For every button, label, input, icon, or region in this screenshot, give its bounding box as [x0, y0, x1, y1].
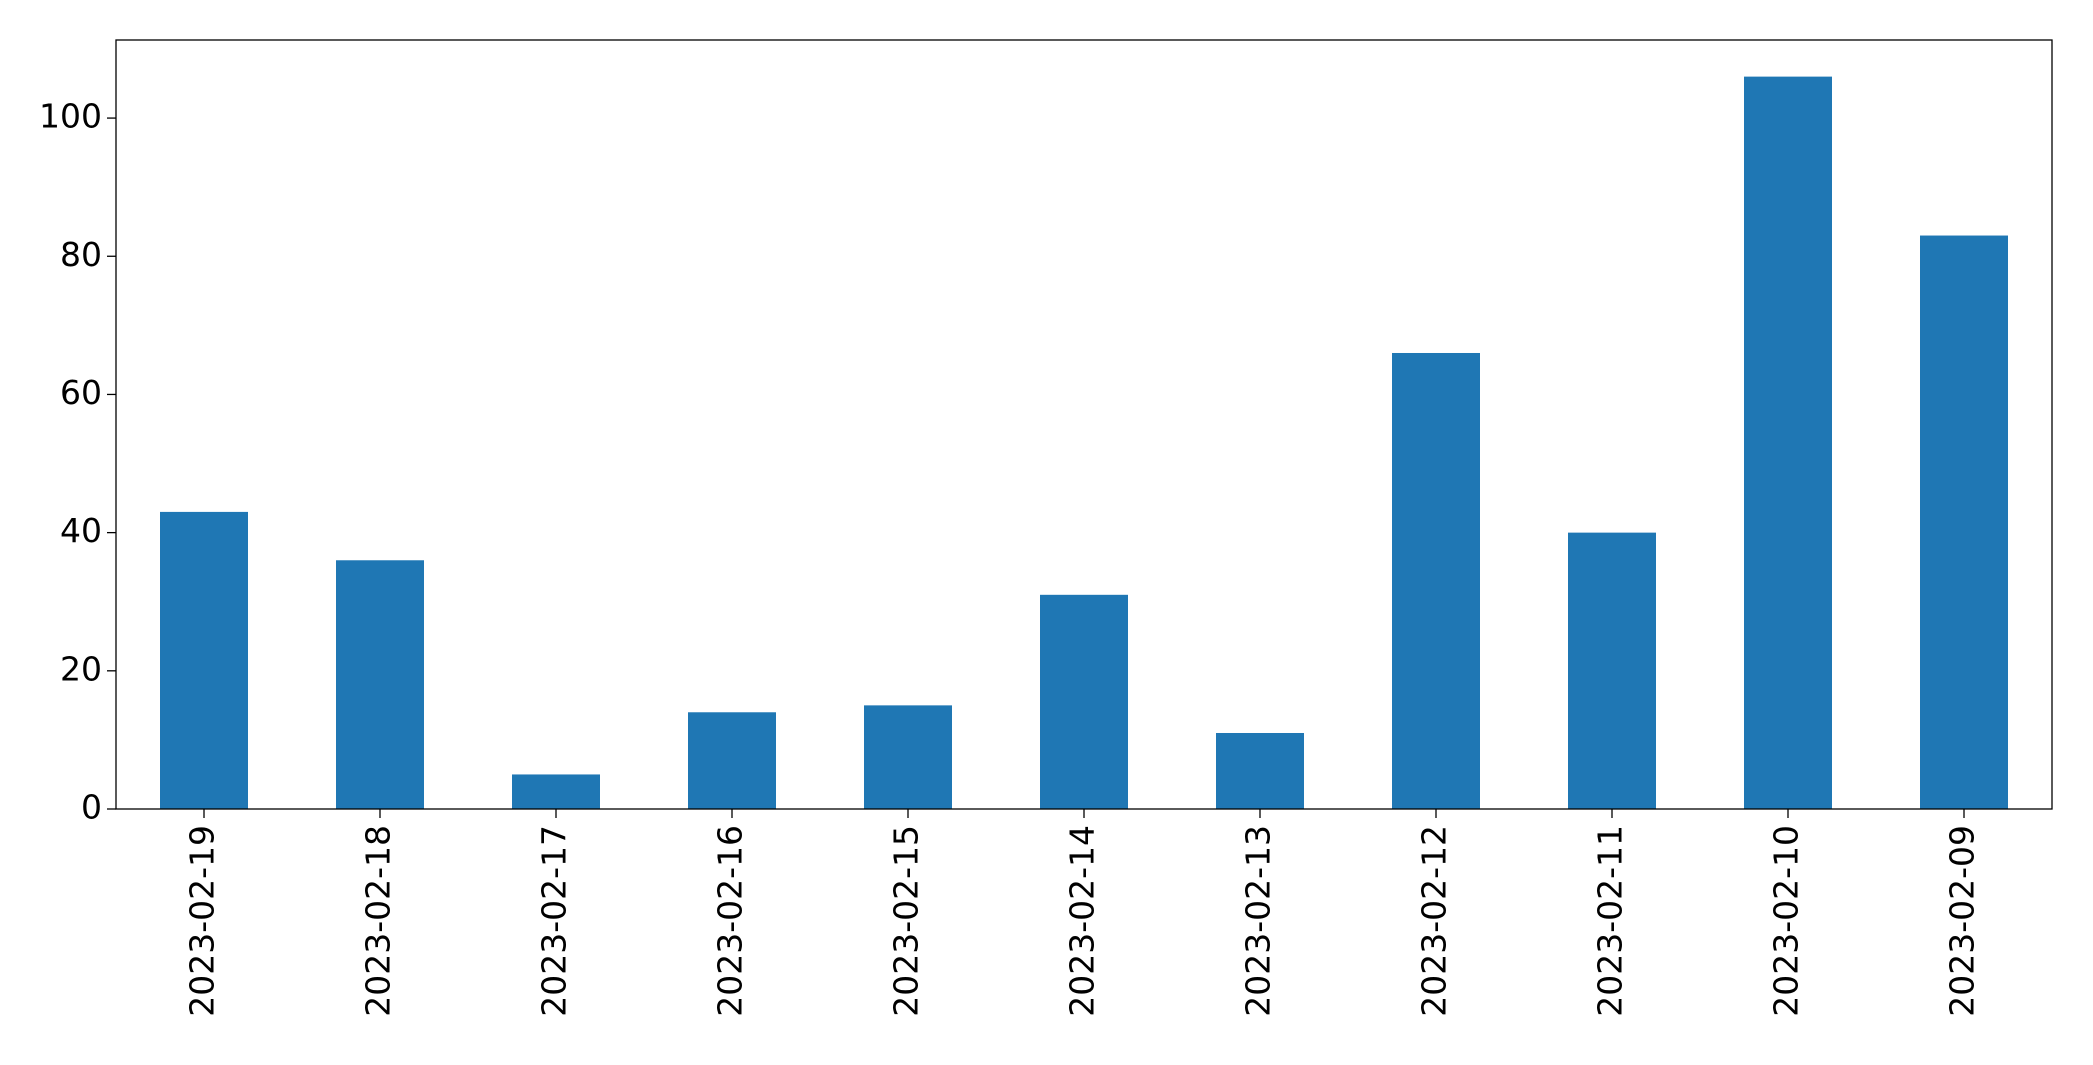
bar	[1920, 235, 2008, 810]
plot-frame	[115, 39, 2053, 810]
bar	[160, 511, 248, 809]
y-tick-label: 60	[60, 373, 102, 412]
bar	[336, 560, 424, 809]
x-tick-label: 2023-02-17	[535, 825, 574, 1017]
x-tick-label: 2023-02-10	[1767, 825, 1806, 1017]
y-tick-label: 100	[39, 97, 102, 136]
x-tick-label: 2023-02-14	[1063, 825, 1102, 1017]
x-tick-label: 2023-02-13	[1239, 825, 1278, 1017]
bar	[1568, 532, 1656, 809]
bar	[512, 774, 600, 809]
x-tick-label: 2023-02-12	[1415, 825, 1454, 1017]
y-tick-label: 20	[60, 649, 102, 688]
y-tick-label: 80	[60, 235, 102, 274]
y-tick-label: 0	[81, 788, 102, 827]
x-tick-label: 2023-02-19	[183, 825, 222, 1017]
x-tick-label: 2023-02-11	[1591, 825, 1630, 1017]
x-tick-label: 2023-02-16	[711, 825, 750, 1017]
bar	[688, 712, 776, 809]
bar	[1744, 76, 1832, 810]
bar	[864, 705, 952, 809]
x-tick-label: 2023-02-18	[359, 825, 398, 1017]
bar	[1392, 352, 1480, 809]
y-tick-label: 40	[60, 511, 102, 550]
bar	[1040, 594, 1128, 809]
x-tick-label: 2023-02-15	[887, 825, 926, 1017]
x-tick-label: 2023-02-09	[1943, 825, 1982, 1017]
bar	[1216, 732, 1304, 809]
